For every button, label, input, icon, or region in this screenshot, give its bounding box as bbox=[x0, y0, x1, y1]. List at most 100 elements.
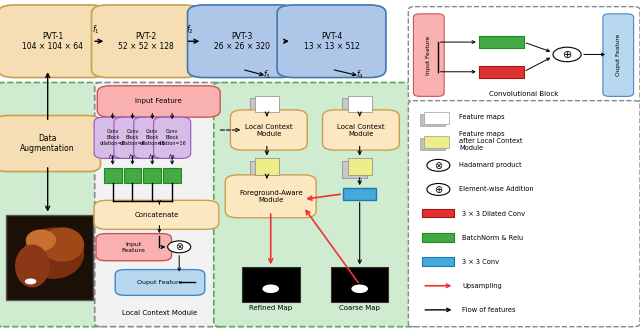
Bar bbox=[6, 214, 93, 300]
Text: $h_3$: $h_3$ bbox=[148, 152, 157, 161]
FancyBboxPatch shape bbox=[97, 86, 220, 117]
Text: Hadamard product: Hadamard product bbox=[459, 162, 522, 168]
Bar bbox=[242, 267, 300, 302]
Bar bbox=[104, 168, 122, 183]
Text: Coarse Map: Coarse Map bbox=[339, 305, 380, 311]
Text: 3 × 3 Conv: 3 × 3 Conv bbox=[462, 259, 499, 265]
Text: PVT-4
13 × 13 × 512: PVT-4 13 × 13 × 512 bbox=[303, 32, 360, 51]
Bar bbox=[342, 98, 367, 115]
Text: $h_2$: $h_2$ bbox=[129, 152, 136, 161]
Text: Data
Augmentation: Data Augmentation bbox=[20, 134, 75, 153]
Circle shape bbox=[427, 159, 450, 171]
Bar bbox=[479, 66, 524, 78]
Text: PVT-3
26 × 26 × 320: PVT-3 26 × 26 × 320 bbox=[214, 32, 270, 51]
Text: Element-wise Addition: Element-wise Addition bbox=[459, 186, 534, 192]
Text: $\oplus$: $\oplus$ bbox=[562, 49, 572, 60]
Text: 3 × 3 Dilated Conv: 3 × 3 Dilated Conv bbox=[462, 211, 525, 216]
FancyBboxPatch shape bbox=[134, 117, 171, 158]
FancyBboxPatch shape bbox=[96, 234, 172, 261]
Circle shape bbox=[553, 47, 581, 62]
Bar bbox=[250, 98, 274, 115]
FancyBboxPatch shape bbox=[92, 5, 200, 78]
Bar bbox=[343, 188, 376, 200]
Ellipse shape bbox=[15, 245, 50, 287]
FancyBboxPatch shape bbox=[188, 5, 296, 78]
Bar bbox=[479, 36, 524, 48]
Text: Conv
Block
dilation=16: Conv Block dilation=16 bbox=[158, 129, 186, 146]
FancyBboxPatch shape bbox=[94, 200, 219, 229]
Bar bbox=[422, 257, 454, 266]
Bar bbox=[348, 158, 372, 175]
Text: $h_1$: $h_1$ bbox=[108, 152, 117, 161]
Bar bbox=[255, 158, 279, 175]
FancyBboxPatch shape bbox=[95, 82, 224, 327]
Text: Input Feature: Input Feature bbox=[135, 98, 182, 105]
Text: Local Context Module: Local Context Module bbox=[122, 310, 197, 316]
Text: $\otimes$: $\otimes$ bbox=[434, 160, 443, 171]
Bar bbox=[342, 161, 367, 178]
Bar bbox=[422, 233, 454, 242]
Bar bbox=[424, 112, 449, 124]
Text: $h_4$: $h_4$ bbox=[168, 152, 177, 161]
FancyBboxPatch shape bbox=[115, 270, 205, 295]
Text: Input Feature: Input Feature bbox=[426, 35, 431, 75]
FancyBboxPatch shape bbox=[230, 110, 307, 150]
Text: Input
Feature: Input Feature bbox=[122, 242, 146, 252]
Circle shape bbox=[351, 284, 368, 293]
Text: $f_1$: $f_1$ bbox=[92, 24, 100, 37]
Text: $\otimes$: $\otimes$ bbox=[175, 241, 184, 252]
Text: Local Context
Module: Local Context Module bbox=[245, 123, 292, 137]
Bar bbox=[348, 96, 372, 112]
FancyBboxPatch shape bbox=[408, 7, 640, 102]
Text: Convolutional Block: Convolutional Block bbox=[490, 91, 559, 97]
Bar bbox=[255, 96, 279, 112]
Text: Concatenate: Concatenate bbox=[134, 212, 179, 218]
Text: $\oplus$: $\oplus$ bbox=[434, 184, 443, 195]
FancyBboxPatch shape bbox=[603, 14, 634, 96]
Bar bbox=[420, 114, 445, 126]
Circle shape bbox=[262, 284, 279, 293]
Bar bbox=[331, 267, 388, 302]
FancyBboxPatch shape bbox=[94, 117, 131, 158]
Ellipse shape bbox=[24, 227, 84, 279]
Circle shape bbox=[168, 241, 191, 253]
FancyBboxPatch shape bbox=[413, 14, 444, 96]
Bar bbox=[143, 168, 161, 183]
Text: Foreground-Aware
Module: Foreground-Aware Module bbox=[239, 190, 303, 203]
FancyBboxPatch shape bbox=[114, 117, 151, 158]
Text: PVT-1
104 × 104 × 64: PVT-1 104 × 104 × 64 bbox=[22, 32, 83, 51]
Circle shape bbox=[427, 183, 450, 195]
Bar bbox=[124, 168, 141, 183]
Ellipse shape bbox=[41, 227, 84, 262]
Bar bbox=[250, 161, 274, 178]
FancyBboxPatch shape bbox=[214, 82, 417, 327]
Text: Feature maps
after Local Context
Module: Feature maps after Local Context Module bbox=[459, 131, 522, 151]
Bar bbox=[163, 168, 181, 183]
Text: Ouput Feature: Ouput Feature bbox=[138, 280, 182, 285]
Text: Local Context
Module: Local Context Module bbox=[337, 123, 385, 137]
Circle shape bbox=[25, 279, 36, 284]
Text: Refined Map: Refined Map bbox=[249, 305, 292, 311]
Text: BatchNorm & Relu: BatchNorm & Relu bbox=[462, 235, 524, 241]
FancyBboxPatch shape bbox=[0, 82, 104, 327]
Bar bbox=[424, 136, 449, 148]
Text: Upsampling: Upsampling bbox=[462, 283, 502, 289]
Text: Conv
Block
dilation=4: Conv Block dilation=4 bbox=[120, 129, 145, 146]
Text: Ouput Feature: Ouput Feature bbox=[616, 34, 621, 76]
FancyBboxPatch shape bbox=[408, 101, 640, 327]
FancyBboxPatch shape bbox=[0, 115, 100, 172]
Text: Feature maps: Feature maps bbox=[459, 114, 504, 120]
Text: $f_2$: $f_2$ bbox=[186, 24, 193, 37]
FancyBboxPatch shape bbox=[323, 110, 399, 150]
Bar bbox=[422, 209, 454, 217]
Text: PVT-2
52 × 52 × 128: PVT-2 52 × 52 × 128 bbox=[118, 32, 174, 51]
Bar bbox=[420, 138, 445, 150]
Text: Conv
Block
dilation=8: Conv Block dilation=8 bbox=[140, 129, 165, 146]
Text: Conv
Block
dilation=2: Conv Block dilation=2 bbox=[100, 129, 125, 146]
Text: Flow of features: Flow of features bbox=[462, 307, 516, 313]
Text: $f_4$: $f_4$ bbox=[356, 69, 364, 81]
FancyBboxPatch shape bbox=[277, 5, 386, 78]
Ellipse shape bbox=[26, 230, 56, 251]
FancyBboxPatch shape bbox=[154, 117, 191, 158]
FancyBboxPatch shape bbox=[225, 175, 316, 218]
